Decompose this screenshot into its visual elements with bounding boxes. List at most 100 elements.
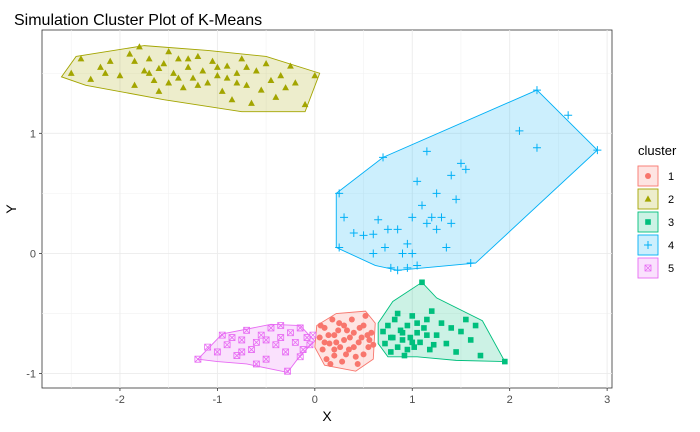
cluster-3-point — [388, 349, 394, 355]
cluster-2-point — [252, 67, 260, 74]
cluster-2-point — [223, 74, 231, 81]
cluster-4-point — [422, 219, 431, 228]
cluster-5-point — [213, 348, 221, 356]
cluster-1-point — [319, 346, 326, 353]
cluster-2-point — [243, 63, 251, 70]
cluster-3-point — [438, 320, 445, 326]
cluster-2-point — [155, 87, 163, 94]
cluster-2-point — [257, 86, 265, 93]
cluster-3-point — [401, 352, 408, 359]
legend-label-3: 3 — [668, 217, 674, 229]
cluster-2-point — [184, 63, 192, 70]
cluster-3-point — [391, 316, 398, 323]
cluster-2-point — [77, 55, 85, 62]
cluster-4-point — [532, 86, 541, 95]
legend-marker-1 — [645, 173, 651, 179]
cluster-2-point — [160, 60, 168, 67]
cluster-4-point — [466, 259, 475, 268]
cluster-4-point — [408, 249, 417, 258]
x-tick-label: -1 — [212, 394, 222, 406]
cluster-2-point — [301, 100, 309, 108]
cluster-3-point — [421, 325, 427, 331]
cluster-3-point — [388, 334, 394, 341]
cluster-2-point — [194, 52, 202, 60]
cluster-2-point — [67, 69, 75, 76]
cluster-2-point — [267, 76, 275, 84]
cluster-2-point — [184, 55, 192, 62]
cluster-1-point — [341, 336, 348, 343]
cluster-2-point — [282, 84, 289, 91]
cluster-4-point — [335, 243, 344, 252]
cluster-4-point — [422, 147, 431, 156]
cluster-2-point — [199, 67, 207, 74]
cluster-4-point — [437, 213, 446, 222]
cluster-3-point — [426, 346, 433, 353]
cluster-3-point — [414, 329, 420, 336]
cluster-1-point — [354, 360, 361, 367]
legend-label-2: 2 — [668, 194, 674, 206]
cluster-2-point — [145, 55, 153, 62]
cluster-5-point — [309, 331, 317, 339]
cluster-3-point — [385, 322, 391, 329]
cluster-1-point — [346, 334, 353, 341]
y-tick-label: 0 — [30, 248, 36, 260]
cluster-1-point — [316, 334, 323, 341]
cluster-2-point — [131, 57, 138, 64]
cluster-3-point — [430, 341, 437, 348]
cluster-2-point — [101, 69, 109, 76]
cluster-1-point — [370, 341, 377, 348]
cluster-4-point — [340, 213, 349, 222]
cluster-1-point — [365, 344, 372, 351]
cluster-1-point — [325, 332, 332, 339]
cluster-5-point — [272, 341, 280, 349]
cluster-5-point — [248, 346, 255, 353]
cluster-3-point — [458, 328, 464, 335]
cluster-3-point — [409, 313, 416, 319]
cluster-2-point — [179, 84, 187, 91]
cluster-3-point — [409, 339, 416, 346]
cluster-3-point — [453, 349, 459, 355]
cluster-1-point — [337, 344, 344, 351]
cluster-4-point — [403, 239, 412, 248]
cluster-5-point — [252, 360, 260, 368]
cluster-1-point — [343, 327, 350, 334]
cluster-5-point — [267, 324, 275, 332]
cluster-4-point — [398, 249, 407, 258]
cluster-5-point — [277, 334, 285, 341]
cluster-3-point — [472, 322, 479, 329]
cluster-2-point — [165, 48, 173, 55]
cluster-2-point — [126, 50, 134, 57]
cluster-2-point — [228, 96, 236, 103]
cluster-1-point — [335, 327, 342, 334]
cluster-2-point — [131, 81, 138, 88]
cluster-5-point — [223, 341, 231, 349]
cluster-5-point — [194, 355, 202, 363]
cluster-2-point — [262, 60, 270, 67]
cluster-3-point — [502, 358, 508, 365]
cluster-2-point — [209, 57, 216, 64]
chart-title: Simulation Cluster Plot of K-Means — [14, 12, 262, 29]
cluster-2-point — [106, 57, 114, 64]
cluster-1-point — [331, 352, 338, 359]
cluster-4-point — [442, 243, 451, 252]
x-axis-title: X — [322, 408, 332, 424]
cluster-points — [67, 43, 602, 375]
cluster-4-point — [349, 229, 358, 238]
x-tick-label: -2 — [115, 394, 125, 406]
cluster-4-point — [418, 201, 426, 210]
cluster-3-point — [443, 340, 450, 347]
cluster-2-point — [165, 79, 173, 86]
cluster-5-point — [299, 346, 307, 353]
cluster-2-point — [233, 79, 241, 86]
cluster-3-point — [477, 352, 484, 359]
cluster-4-point — [379, 153, 388, 162]
cluster-4-point — [383, 225, 392, 234]
cluster-1-point — [329, 316, 336, 323]
cluster-2-point — [311, 72, 319, 79]
cluster-4-point — [393, 225, 402, 234]
cluster-5-point — [296, 353, 304, 361]
cluster-3-point — [399, 329, 406, 336]
cluster-5-point — [228, 334, 236, 341]
cluster-5-point — [238, 348, 246, 356]
